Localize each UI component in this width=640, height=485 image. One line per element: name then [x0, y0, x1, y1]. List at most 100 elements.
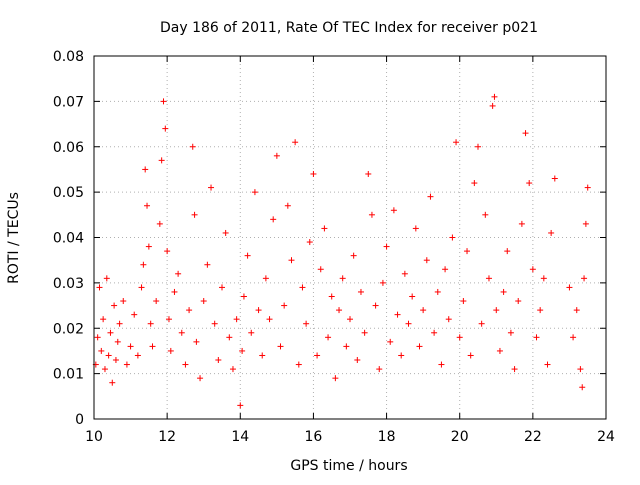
data-point	[204, 261, 211, 268]
data-point	[442, 266, 449, 273]
data-point	[120, 298, 127, 305]
data-point	[365, 170, 372, 177]
x-tick-label: 18	[378, 429, 396, 445]
data-point	[240, 293, 247, 300]
data-point	[453, 139, 460, 146]
data-point	[511, 366, 518, 373]
axis-ticks	[93, 55, 607, 420]
x-tick-label: 16	[305, 429, 323, 445]
data-point	[182, 361, 189, 368]
data-point	[515, 298, 522, 305]
data-point	[475, 143, 481, 150]
data-point	[464, 248, 471, 255]
data-point	[449, 234, 456, 241]
x-tick-label: 22	[524, 429, 542, 445]
data-point	[222, 229, 229, 236]
y-axis-tick-labels: 0 0.01 0.02 0.03 0.04 0.05 0.06 0.07 0.08	[53, 49, 84, 428]
data-point	[171, 288, 178, 295]
data-point	[566, 284, 573, 291]
data-point	[123, 361, 130, 368]
data-point	[197, 375, 204, 382]
data-point	[112, 357, 119, 364]
data-point	[579, 384, 586, 391]
data-point	[570, 334, 577, 341]
data-point	[376, 366, 383, 373]
data-point	[114, 338, 121, 345]
data-point	[94, 334, 101, 341]
data-point	[467, 352, 474, 359]
data-point	[551, 175, 558, 182]
data-point	[434, 288, 441, 295]
data-point	[266, 316, 273, 323]
data-point	[178, 329, 185, 336]
data-point	[229, 366, 236, 373]
y-tick-label: 0.08	[53, 49, 84, 65]
data-point	[405, 320, 412, 327]
y-tick-label: 0.06	[53, 140, 84, 156]
data-point	[409, 293, 416, 300]
data-point	[350, 252, 357, 259]
data-point	[160, 98, 167, 105]
data-points	[92, 93, 591, 409]
data-point	[317, 266, 324, 273]
data-point	[131, 311, 138, 318]
data-point	[96, 284, 103, 291]
data-point	[321, 225, 328, 232]
data-point	[149, 343, 156, 350]
data-point	[577, 366, 584, 373]
data-point	[98, 347, 105, 354]
data-point	[233, 316, 240, 323]
x-tick-label: 14	[231, 429, 249, 445]
x-axis-tick-labels: 10 12 14 16 18 20 22 24	[85, 429, 615, 445]
data-point	[394, 311, 401, 318]
y-axis-label: ROTI / TECUs	[6, 192, 22, 284]
data-point	[310, 170, 317, 177]
data-point	[401, 270, 408, 277]
data-point	[140, 261, 147, 268]
data-point	[259, 352, 266, 359]
grid-lines	[94, 56, 606, 419]
data-point	[427, 193, 434, 200]
data-point	[105, 352, 112, 359]
data-point	[145, 243, 152, 250]
data-point	[167, 347, 174, 354]
data-point	[189, 143, 196, 150]
data-point	[162, 125, 169, 132]
x-tick-label: 10	[85, 429, 103, 445]
data-point	[101, 366, 108, 373]
x-tick-label: 20	[451, 429, 469, 445]
data-point	[295, 361, 302, 368]
data-point	[533, 334, 540, 341]
data-point	[144, 202, 151, 209]
data-point	[165, 316, 172, 323]
data-point	[482, 211, 489, 218]
data-point	[354, 357, 361, 364]
data-point	[573, 307, 580, 314]
data-point	[496, 347, 503, 354]
data-point	[244, 252, 251, 259]
data-point	[581, 275, 588, 282]
data-point	[288, 257, 295, 264]
data-point	[471, 180, 478, 187]
data-point	[219, 284, 225, 291]
data-point	[270, 216, 277, 223]
data-point	[526, 180, 533, 187]
y-tick-label: 0.01	[53, 367, 84, 383]
data-point	[142, 166, 149, 173]
y-tick-label: 0.04	[53, 231, 84, 247]
data-point	[147, 320, 154, 327]
data-point	[387, 338, 394, 345]
data-point	[357, 288, 364, 295]
data-point	[200, 298, 207, 305]
data-point	[116, 320, 123, 327]
data-point	[103, 275, 110, 282]
data-point	[215, 357, 222, 364]
data-point	[456, 334, 463, 341]
data-point	[332, 375, 339, 382]
data-point	[412, 225, 419, 232]
data-point	[255, 307, 262, 314]
data-point	[485, 275, 492, 282]
data-point	[299, 284, 306, 291]
